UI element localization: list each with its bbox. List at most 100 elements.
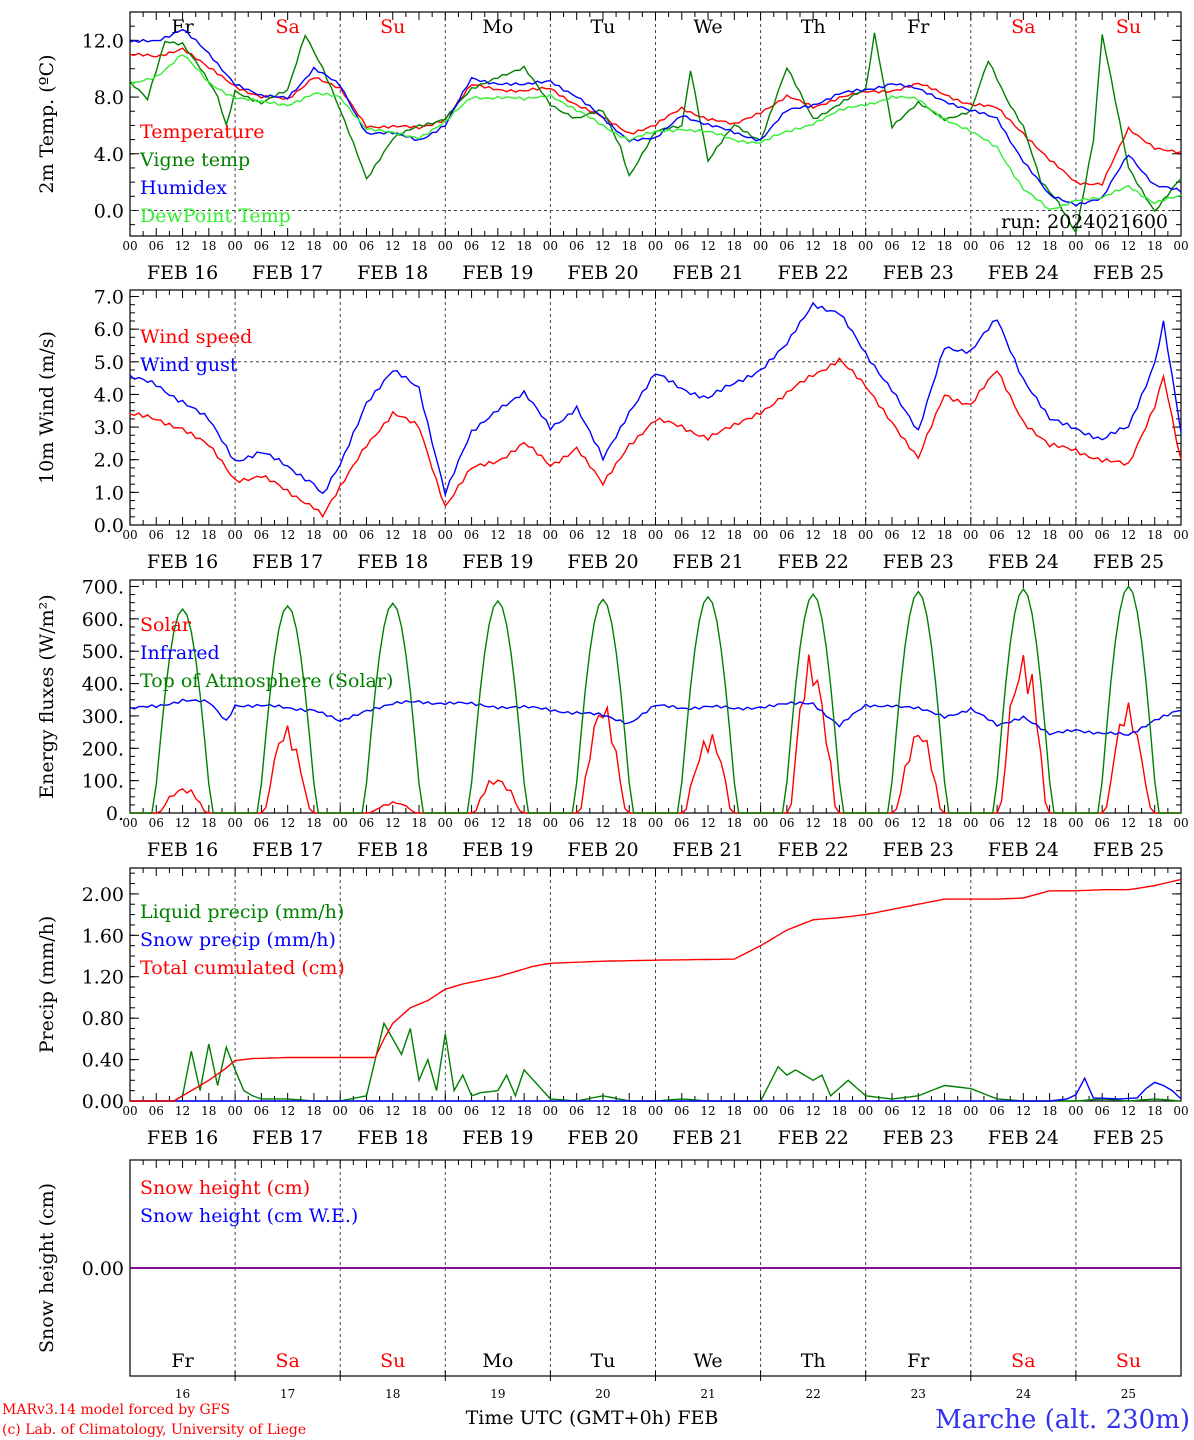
hour-tick-label: 18 bbox=[306, 528, 321, 542]
weekday-label: Sa bbox=[1011, 16, 1035, 38]
hour-tick-label: 18 bbox=[411, 239, 426, 253]
date-label: FEB 21 bbox=[672, 551, 743, 573]
y-axis-title: 2m Temp. (ºC) bbox=[36, 54, 58, 193]
series-line-humidex bbox=[129, 28, 1182, 207]
hour-tick-label: 18 bbox=[516, 528, 531, 542]
hour-tick-label: 12 bbox=[175, 528, 190, 542]
hour-tick-label: 06 bbox=[1095, 239, 1110, 253]
y-tick-label: 0. bbox=[106, 803, 124, 825]
hour-tick-label: 00 bbox=[227, 1104, 242, 1118]
y-tick-label: 200. bbox=[82, 738, 124, 760]
date-label: FEB 16 bbox=[147, 262, 218, 284]
hour-tick-label: 12 bbox=[911, 1104, 926, 1118]
hour-tick-label: 12 bbox=[490, 239, 505, 253]
hour-tick-label: 12 bbox=[700, 239, 715, 253]
date-label: FEB 25 bbox=[1093, 551, 1164, 573]
hour-tick-label: 12 bbox=[1016, 528, 1031, 542]
date-label: FEB 24 bbox=[988, 839, 1059, 861]
hour-tick-label: 12 bbox=[1121, 528, 1136, 542]
hour-tick-label: 06 bbox=[359, 528, 374, 542]
date-label: FEB 18 bbox=[357, 1127, 428, 1149]
date-label: FEB 17 bbox=[252, 839, 323, 861]
hour-tick-label: 18 bbox=[937, 528, 952, 542]
legend-entry: Wind speed bbox=[140, 326, 252, 348]
y-tick-label: 500. bbox=[82, 641, 124, 663]
weekday-label: Th bbox=[801, 1350, 826, 1372]
hour-tick-label: 00 bbox=[438, 1104, 453, 1118]
date-label: FEB 20 bbox=[567, 1127, 638, 1149]
date-label: FEB 17 bbox=[252, 551, 323, 573]
hour-tick-label: 12 bbox=[1016, 816, 1031, 830]
day-number-label: 20 bbox=[595, 1387, 610, 1401]
hour-tick-label: 12 bbox=[385, 528, 400, 542]
weekday-label: Mo bbox=[482, 1350, 513, 1372]
run-label: run: 2024021600 bbox=[1001, 211, 1168, 233]
series-line-infrared bbox=[129, 698, 1182, 736]
hour-tick-label: 18 bbox=[411, 1104, 426, 1118]
hour-tick-label: 00 bbox=[963, 1104, 978, 1118]
hour-tick-label: 00 bbox=[963, 239, 978, 253]
date-label: FEB 22 bbox=[778, 551, 849, 573]
hour-tick-label: 18 bbox=[516, 239, 531, 253]
hour-tick-label: 00 bbox=[333, 239, 348, 253]
hour-tick-label: 06 bbox=[149, 1104, 164, 1118]
y-tick-label: 8.0 bbox=[94, 87, 124, 109]
hour-tick-label: 00 bbox=[122, 528, 137, 542]
hour-tick-label: 12 bbox=[806, 239, 821, 253]
hour-tick-label: 00 bbox=[438, 239, 453, 253]
hour-tick-label: 00 bbox=[1173, 528, 1188, 542]
hour-tick-label: 18 bbox=[201, 816, 216, 830]
date-label: FEB 20 bbox=[567, 262, 638, 284]
date-label: FEB 23 bbox=[883, 262, 954, 284]
date-label: FEB 23 bbox=[883, 1127, 954, 1149]
y-tick-label: 0.0 bbox=[94, 200, 124, 222]
hour-tick-label: 12 bbox=[1121, 239, 1136, 253]
hour-tick-label: 06 bbox=[464, 816, 479, 830]
weekday-label: Sa bbox=[275, 16, 299, 38]
legend-entry: Solar bbox=[140, 614, 192, 636]
hour-tick-label: 18 bbox=[201, 1104, 216, 1118]
series-line-temperature bbox=[129, 47, 1182, 187]
hour-tick-label: 00 bbox=[543, 528, 558, 542]
date-label: FEB 21 bbox=[672, 1127, 743, 1149]
y-tick-label: 0.40 bbox=[82, 1050, 124, 1072]
y-tick-label: 700. bbox=[82, 576, 124, 598]
hour-tick-label: 00 bbox=[648, 528, 663, 542]
date-label: FEB 16 bbox=[147, 839, 218, 861]
day-number-label: 18 bbox=[385, 1387, 400, 1401]
hour-tick-label: 00 bbox=[858, 1104, 873, 1118]
series-line-wind-speed bbox=[129, 357, 1182, 519]
hour-tick-label: 06 bbox=[359, 239, 374, 253]
y-tick-label: 5.0 bbox=[94, 352, 124, 374]
date-label: FEB 20 bbox=[567, 839, 638, 861]
y-tick-label: 3.0 bbox=[94, 417, 124, 439]
hour-tick-label: 06 bbox=[149, 239, 164, 253]
hour-tick-label: 06 bbox=[464, 239, 479, 253]
date-label: FEB 19 bbox=[462, 551, 533, 573]
hour-tick-label: 06 bbox=[779, 1104, 794, 1118]
hour-tick-label: 18 bbox=[516, 816, 531, 830]
hour-tick-label: 06 bbox=[779, 239, 794, 253]
day-number-label: 21 bbox=[700, 1387, 715, 1401]
date-label: FEB 23 bbox=[883, 839, 954, 861]
legend-entry: Snow height (cm) bbox=[140, 1177, 310, 1199]
hour-tick-label: 12 bbox=[911, 816, 926, 830]
hour-tick-label: 12 bbox=[806, 816, 821, 830]
date-label: FEB 18 bbox=[357, 839, 428, 861]
weekday-label: Fr bbox=[171, 16, 194, 38]
hour-tick-label: 00 bbox=[648, 239, 663, 253]
hour-tick-label: 06 bbox=[149, 528, 164, 542]
date-label: FEB 16 bbox=[147, 551, 218, 573]
y-tick-label: 0.00 bbox=[82, 1091, 124, 1113]
y-tick-label: 400. bbox=[82, 674, 124, 696]
weekday-label: Th bbox=[801, 16, 826, 38]
hour-tick-label: 06 bbox=[1095, 816, 1110, 830]
day-number-label: 23 bbox=[911, 1387, 926, 1401]
hour-tick-label: 00 bbox=[227, 816, 242, 830]
series-line-dewpoint-temp bbox=[129, 54, 1182, 211]
hour-tick-label: 00 bbox=[543, 239, 558, 253]
hour-tick-label: 06 bbox=[359, 816, 374, 830]
hour-tick-label: 12 bbox=[490, 1104, 505, 1118]
panel-frame bbox=[129, 11, 1182, 237]
x-axis-title: Time UTC (GMT+0h) FEB bbox=[466, 1407, 719, 1429]
